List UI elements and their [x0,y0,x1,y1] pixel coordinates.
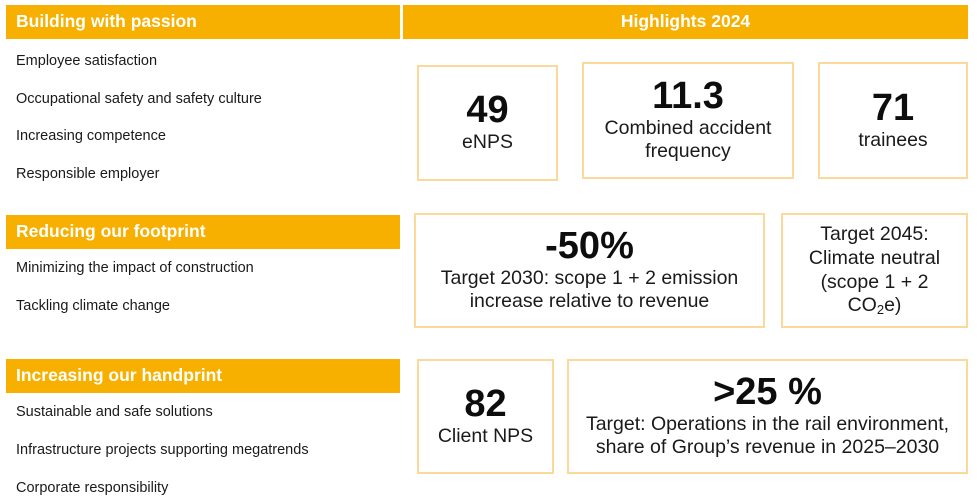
kpi-climate-line2: Climate neutral [808,246,941,269]
list-item-minimizing-construction-impact: Minimizing the impact of construction [16,260,254,276]
header-increasing-handprint: Increasing our handprint [6,359,400,393]
kpi-rail-value: >25 % [713,370,822,413]
list-item-corporate-responsibility: Corporate responsibility [16,480,169,496]
kpi-card-enps: 49 eNPS [417,65,558,181]
kpi-emission-label: Target 2030: scope 1 + 2 emission increa… [440,266,739,313]
kpi-enps-value: 49 [466,89,509,132]
list-item-employee-satisfaction: Employee satisfaction [16,53,158,69]
header-reducing-footprint: Reducing our footprint [6,215,400,249]
kpi-accident-value: 11.3 [652,74,724,117]
kpi-client-nps-label: Client NPS [437,424,534,447]
header-highlights-2024: Highlights 2024 [403,5,968,39]
list-item-responsible-employer: Responsible employer [16,166,160,182]
kpi-climate-line4: CO2e) [847,294,902,318]
list-item-occupational-safety: Occupational safety and safety culture [16,91,262,107]
kpi-climate-line1: Target 2045: [820,222,929,245]
list-item-sustainable-solutions: Sustainable and safe solutions [16,404,213,420]
kpi-client-nps-value: 82 [464,382,507,425]
kpi-card-rail-revenue: >25 % Target: Operations in the rail env… [567,359,968,474]
list-item-increasing-competence: Increasing competence [16,128,166,144]
kpi-rail-label: Target: Operations in the rail environme… [585,412,950,459]
kpi-card-client-nps: 82 Client NPS [417,359,554,474]
kpi-climate-line3: (scope 1 + 2 [820,270,929,293]
kpi-card-emission-target: -50% Target 2030: scope 1 + 2 emission i… [414,213,765,328]
kpi-trainees-label: trainees [858,128,928,151]
kpi-emission-value: -50% [545,224,634,267]
list-item-tackling-climate-change: Tackling climate change [16,298,170,314]
kpi-card-climate-neutral: Target 2045: Climate neutral (scope 1 + … [781,213,968,328]
kpi-accident-label: Combined accident frequency [604,116,772,163]
kpi-card-trainees: 71 trainees [818,62,968,179]
kpi-trainees-value: 71 [871,86,915,129]
kpi-enps-label: eNPS [462,131,513,154]
header-building-with-passion: Building with passion [6,5,400,39]
kpi-card-accident-frequency: 11.3 Combined accident frequency [582,62,794,179]
list-item-infrastructure-megatrends: Infrastructure projects supporting megat… [16,442,309,458]
